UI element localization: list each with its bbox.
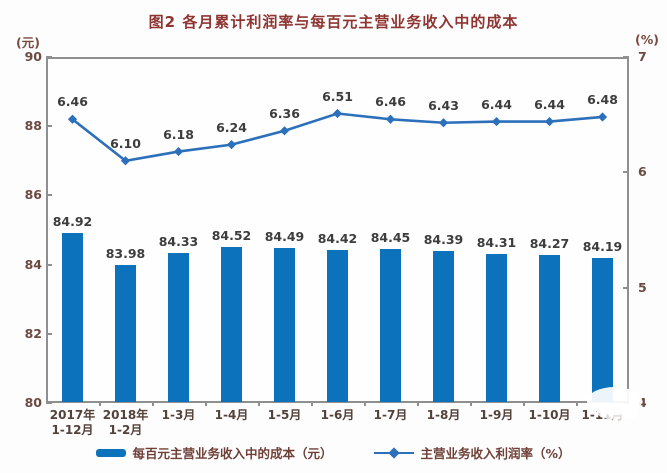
x-axis-category-label: 2017年 1-12月 bbox=[45, 408, 101, 438]
y-axis-tick-label-right: 4 bbox=[638, 395, 647, 410]
bar-value-label: 84.49 bbox=[264, 228, 305, 244]
x-axis-category-label-line: 2017年 bbox=[49, 408, 96, 422]
legend-item-profit-rate: 主营业务收入利润率（%） bbox=[374, 443, 571, 462]
x-axis-category-label: 1-10月 bbox=[522, 408, 578, 423]
line-value-label: 6.44 bbox=[534, 96, 565, 112]
watermark-blob bbox=[597, 405, 639, 420]
x-axis-category-label-line: 1-7月 bbox=[373, 408, 408, 422]
bar-value-label: 84.92 bbox=[52, 213, 93, 229]
bar bbox=[539, 255, 560, 402]
bar bbox=[592, 258, 613, 402]
x-axis-category-label: 1-5月 bbox=[257, 408, 313, 423]
x-axis-category-label-line: 1-5月 bbox=[267, 408, 302, 422]
y-axis-tick-label-left: 90 bbox=[24, 49, 42, 64]
legend-line-swatch bbox=[374, 447, 415, 459]
x-axis-tick-mark bbox=[470, 403, 472, 406]
y-axis-tick-mark-left bbox=[46, 402, 52, 404]
x-axis-category-label-line: 1-8月 bbox=[426, 408, 461, 422]
bar-value-label: 83.98 bbox=[105, 246, 146, 262]
x-axis-tick-mark bbox=[311, 403, 313, 406]
y-axis-tick-mark-right bbox=[623, 286, 629, 289]
line-value-label: 6.48 bbox=[587, 91, 618, 107]
y-axis-tick-mark-right bbox=[623, 56, 629, 58]
legend-label-profit-rate: 主营业务收入利润率（%） bbox=[420, 446, 571, 461]
line-value-label: 6.18 bbox=[163, 126, 194, 142]
legend-diamond-marker-icon bbox=[388, 447, 401, 459]
y-axis-tick-label-left: 80 bbox=[24, 395, 42, 410]
bar bbox=[327, 250, 348, 402]
x-axis-category-label: 2018年 1-2月 bbox=[98, 408, 154, 438]
x-axis-category-label: 1-8月 bbox=[416, 408, 472, 423]
x-axis-tick-mark bbox=[205, 403, 207, 406]
legend-bar-swatch bbox=[96, 448, 127, 457]
x-axis-category-label-line: 1-3月 bbox=[161, 408, 196, 422]
bar bbox=[274, 247, 295, 402]
y-axis-tick-label-left: 84 bbox=[24, 256, 42, 272]
left-axis-unit: (元) bbox=[16, 35, 40, 50]
bar-value-label: 84.42 bbox=[317, 231, 358, 247]
x-axis-category-label: 1-7月 bbox=[363, 408, 419, 423]
bar bbox=[115, 265, 136, 402]
line-value-label: 6.10 bbox=[110, 135, 141, 151]
y-axis-tick-label-right: 5 bbox=[638, 279, 647, 295]
y-axis-tick-mark-left bbox=[46, 332, 52, 335]
x-axis-tick-mark bbox=[258, 403, 260, 406]
x-axis-category-label-line: 1-4月 bbox=[214, 408, 249, 422]
line-value-label: 6.44 bbox=[481, 96, 512, 112]
line-value-label: 6.46 bbox=[375, 94, 406, 110]
x-axis-category-label: 1-6月 bbox=[310, 408, 366, 423]
bar bbox=[486, 253, 507, 402]
y-axis-tick-mark-left bbox=[46, 125, 52, 128]
line-value-label: 6.46 bbox=[57, 94, 88, 110]
line-value-label: 6.36 bbox=[269, 105, 300, 121]
y-axis-tick-label-right: 7 bbox=[638, 49, 647, 64]
x-axis-category-label: 1-4月 bbox=[204, 408, 260, 423]
bar-value-label: 84.33 bbox=[158, 234, 199, 250]
x-axis-category-label-line: 1-6月 bbox=[320, 408, 355, 422]
y-axis-tick-label-right: 6 bbox=[638, 164, 647, 180]
x-axis-category-label-line: 1-9月 bbox=[479, 408, 514, 422]
y-axis-tick-label-left: 82 bbox=[24, 325, 42, 341]
x-axis-category-label-line: 1-12月 bbox=[51, 423, 94, 437]
bar-value-label: 84.45 bbox=[370, 230, 411, 246]
y-axis-tick-label-left: 88 bbox=[24, 118, 42, 134]
line-value-label: 6.43 bbox=[428, 97, 459, 113]
bar bbox=[221, 246, 242, 402]
legend-label-cost: 每百元主营业务收入中的成本（元） bbox=[132, 446, 333, 461]
x-axis-category-label-line: 1-10月 bbox=[528, 408, 571, 422]
bar bbox=[433, 251, 454, 402]
right-axis-unit: (%) bbox=[635, 32, 659, 47]
bar-value-label: 84.31 bbox=[476, 234, 517, 250]
bar bbox=[168, 253, 189, 402]
bar bbox=[380, 249, 401, 402]
legend-item-cost: 每百元主营业务收入中的成本（元） bbox=[96, 443, 332, 462]
x-axis-tick-mark bbox=[99, 403, 101, 406]
chart-title: 图2 各月累计利润率与每百元主营业务收入中的成本 bbox=[148, 13, 519, 31]
bar-value-label: 84.52 bbox=[211, 227, 252, 243]
y-axis-tick-mark-left bbox=[46, 263, 52, 266]
x-axis-category-label-line: 2018年 bbox=[102, 408, 149, 422]
x-axis-tick-mark bbox=[152, 403, 154, 406]
y-axis-tick-mark-left bbox=[46, 56, 52, 58]
bar bbox=[62, 232, 83, 402]
bar-value-label: 84.27 bbox=[529, 236, 570, 252]
x-axis-tick-mark bbox=[364, 403, 366, 406]
x-axis-category-label: 1-3月 bbox=[151, 408, 207, 423]
x-axis-category-label-line: 1-2月 bbox=[108, 423, 143, 437]
x-axis-tick-mark bbox=[576, 403, 578, 406]
x-axis-tick-mark bbox=[523, 403, 525, 406]
y-axis-tick-mark-left bbox=[46, 194, 52, 197]
y-axis-tick-mark-right bbox=[623, 171, 629, 174]
line-value-label: 6.24 bbox=[216, 119, 247, 135]
line-value-label: 6.51 bbox=[322, 88, 353, 104]
chart-legend: 每百元主营业务收入中的成本（元） 主营业务收入利润率（%） bbox=[0, 443, 667, 462]
bar-value-label: 84.19 bbox=[582, 239, 623, 255]
y-axis-tick-label-left: 86 bbox=[24, 187, 42, 203]
x-axis-tick-mark bbox=[417, 403, 419, 406]
bar-value-label: 84.39 bbox=[423, 232, 464, 248]
x-axis-category-label: 1-9月 bbox=[469, 408, 525, 423]
